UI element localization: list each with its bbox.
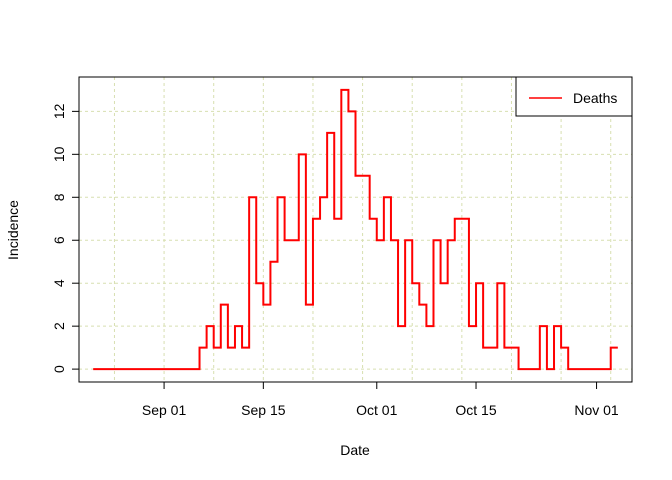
- y-tick-label: 0: [51, 365, 67, 373]
- y-tick-label: 10: [51, 146, 67, 162]
- x-tick-label: Oct 15: [455, 402, 496, 418]
- x-tick-label: Oct 01: [356, 402, 397, 418]
- y-tick-label: 2: [51, 322, 67, 330]
- x-axis-label: Date: [340, 442, 370, 458]
- series-line-deaths: [93, 88, 618, 371]
- y-axis: 0 2 4 6 8 10 12: [51, 103, 80, 373]
- legend: Deaths: [515, 76, 633, 117]
- x-axis: Sep 01 Sep 15 Oct 01 Oct 15 Nov 01: [142, 382, 619, 418]
- y-tick-label: 12: [51, 103, 67, 119]
- x-tick-label: Sep 15: [241, 402, 286, 418]
- y-tick-label: 8: [51, 193, 67, 201]
- y-tick-label: 4: [51, 279, 67, 287]
- legend-label-deaths: Deaths: [573, 90, 617, 106]
- legend-box: [515, 76, 633, 117]
- series-layer: [93, 88, 618, 371]
- y-axis-label: Incidence: [5, 200, 21, 260]
- x-tick-label: Sep 01: [142, 402, 187, 418]
- x-tick-label: Nov 01: [574, 402, 619, 418]
- y-tick-label: 6: [51, 236, 67, 244]
